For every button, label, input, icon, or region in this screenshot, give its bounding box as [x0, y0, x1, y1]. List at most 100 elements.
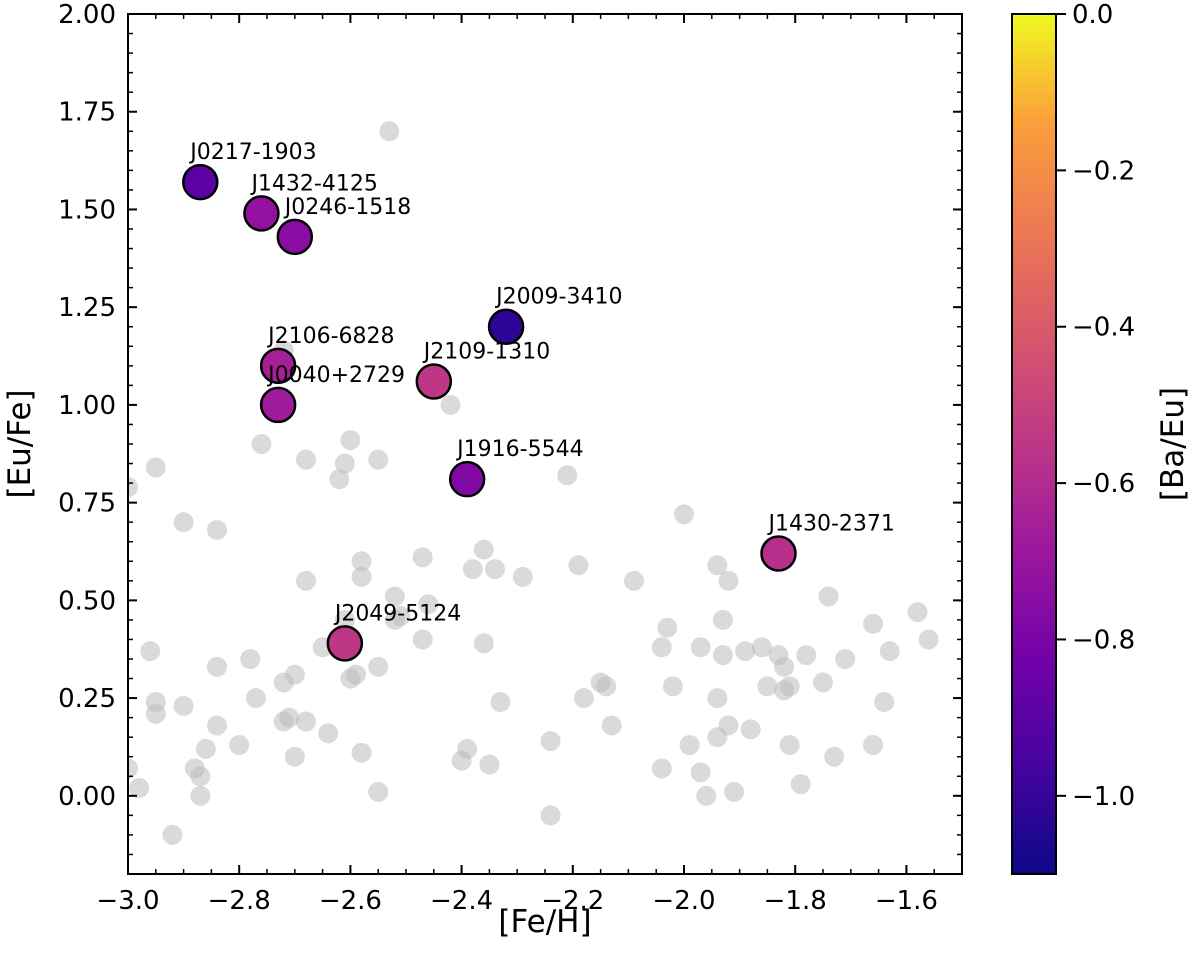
y-tick-label: 0.25 — [58, 684, 116, 714]
background-point — [918, 629, 939, 650]
colorbar-tick-label: −0.2 — [1072, 156, 1135, 186]
background-point — [540, 805, 561, 826]
background-point — [879, 641, 900, 662]
background-point — [779, 735, 800, 755]
background-point — [128, 758, 138, 779]
background-point — [712, 609, 733, 630]
background-point — [334, 609, 355, 630]
background-point — [345, 664, 366, 685]
program-star-point — [259, 347, 297, 385]
background-point — [790, 774, 811, 795]
program-star-label: J1430-2371 — [767, 511, 895, 536]
background-point — [735, 641, 756, 662]
y-tick-label: 1.50 — [58, 195, 116, 225]
background-point — [490, 692, 511, 712]
background-point — [818, 586, 839, 607]
program-star-label: J2109-1310 — [422, 339, 550, 364]
background-points — [128, 121, 939, 845]
background-point — [679, 735, 700, 755]
background-point — [229, 735, 250, 755]
program-star-point — [760, 535, 797, 572]
background-point — [707, 555, 728, 576]
background-point — [774, 656, 795, 677]
x-tick-label: −2.0 — [652, 886, 715, 916]
background-point — [568, 555, 589, 576]
background-point — [329, 469, 350, 490]
x-tick-label: −2.2 — [541, 886, 604, 916]
background-point — [368, 449, 389, 470]
background-point — [351, 551, 372, 572]
background-point — [368, 656, 389, 677]
background-point — [173, 512, 194, 533]
background-point — [145, 457, 166, 478]
background-point — [540, 731, 561, 752]
background-point — [273, 711, 294, 732]
background-point — [657, 617, 678, 638]
program-points — [182, 163, 797, 662]
background-point — [796, 645, 817, 666]
background-point — [651, 637, 672, 658]
background-point — [195, 738, 216, 759]
y-tick-label: 1.25 — [58, 293, 116, 323]
y-tick-label: 0.00 — [58, 782, 116, 812]
background-point — [740, 719, 761, 740]
x-tick-label: −2.4 — [430, 886, 493, 916]
background-point — [295, 570, 316, 591]
background-point — [712, 645, 733, 666]
program-star-label: J0217-1903 — [188, 140, 316, 165]
background-point — [835, 649, 856, 669]
colorbar-tick-label: −0.6 — [1072, 469, 1135, 499]
background-point — [457, 738, 478, 759]
y-tick-label: 0.75 — [58, 489, 116, 519]
y-axis-title: [Eu/Fe] — [2, 389, 38, 498]
background-point — [813, 672, 833, 693]
background-point — [512, 566, 533, 587]
colorbar-tick-label: −1.0 — [1072, 782, 1135, 812]
background-point — [674, 504, 694, 525]
background-point — [384, 586, 405, 607]
x-tick-label: −3.0 — [96, 886, 159, 916]
background-point — [412, 547, 433, 568]
program-star-point — [182, 163, 219, 201]
background-point — [479, 754, 500, 775]
background-point — [334, 453, 355, 474]
background-point — [707, 688, 728, 709]
background-point — [390, 606, 411, 626]
program-star-point — [243, 195, 280, 232]
program-star-label: J2009-3410 — [494, 285, 622, 310]
background-point — [140, 641, 161, 662]
background-point — [484, 559, 505, 580]
program-star-point — [487, 308, 525, 345]
background-point — [251, 434, 272, 454]
y-tick-label: 0.50 — [58, 586, 116, 616]
background-point — [206, 715, 227, 736]
program-star-label: J0040+2729 — [266, 363, 405, 388]
colorbar-axis: 0.0 −0.2 −0.4 −0.6 −0.8 −1.0 — [1056, 0, 1135, 812]
background-point — [190, 785, 211, 806]
background-point — [757, 676, 778, 697]
background-point — [573, 688, 594, 709]
program-star-label: J1432-4125 — [249, 171, 377, 196]
program-star-point — [415, 363, 453, 400]
x-tick-label: −2.6 — [319, 886, 382, 916]
y-tick-label: 1.75 — [58, 98, 116, 128]
background-point — [690, 637, 711, 658]
colorbar — [1011, 13, 1057, 875]
background-point — [240, 649, 261, 669]
x-axis-title: [Fe/H] — [498, 904, 591, 940]
background-point — [162, 824, 183, 845]
y-axis: 0.00 0.25 0.50 0.75 1.00 1.25 1.50 1.75 2.00 — [58, 0, 962, 856]
x-tick-label: −1.6 — [875, 886, 938, 916]
background-point — [351, 742, 372, 763]
background-point — [368, 781, 389, 802]
background-point — [473, 539, 494, 560]
background-point — [206, 656, 227, 677]
background-point — [462, 559, 483, 580]
program-star-point — [259, 386, 297, 424]
background-point — [907, 602, 928, 623]
colorbar-tick-label: 0.0 — [1072, 0, 1113, 30]
background-point — [662, 676, 683, 697]
background-point — [206, 520, 227, 540]
